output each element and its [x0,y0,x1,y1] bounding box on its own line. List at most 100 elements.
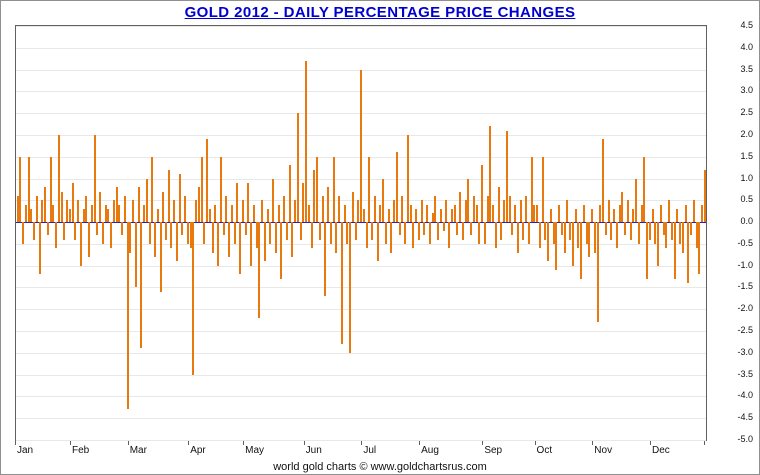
x-axis-tick [704,441,705,445]
bar [244,222,247,236]
bar [44,187,47,223]
bar [492,204,495,223]
bar [503,200,506,223]
bar [351,191,354,223]
bar [527,222,530,244]
bar [489,126,492,223]
bar [77,200,80,223]
x-axis-label: Apr [190,445,206,456]
bar [132,200,134,223]
bar [285,222,288,240]
bar [670,222,673,240]
x-axis: Jan Feb Mar Apr May Jun Jul Aug Sep Oct Nov Dec [15,441,707,459]
bar [266,209,269,223]
bar [687,222,690,284]
bar [401,195,404,223]
bar [593,222,596,253]
bar [74,222,77,240]
bar [646,222,649,279]
bar [445,200,448,223]
bar [219,156,222,223]
x-axis-label: Feb [71,445,90,456]
bar [450,209,453,223]
bar [343,204,346,223]
x-axis-label: Oct [536,445,553,456]
y-axis-label: 0.0 [740,216,753,227]
gridline [16,265,706,267]
bar [442,222,445,231]
bar [145,178,148,223]
bar [247,182,250,223]
bar [692,200,695,223]
bar [651,209,654,223]
bar [604,222,607,236]
bar [321,195,324,223]
bar [690,222,693,236]
bar [426,204,429,223]
bar [197,187,200,223]
bar [483,222,486,244]
x-axis-label: Nov [594,445,613,456]
bar [195,200,198,223]
bar [167,169,170,223]
x-axis-tick [15,441,16,445]
bar [544,222,547,240]
y-axis-label: -3.0 [737,346,753,357]
bar [115,187,118,223]
bar [511,222,514,236]
x-axis-tick [303,441,305,445]
bar [662,222,665,236]
bar [228,222,231,257]
y-axis-label: 3.0 [740,85,753,96]
bar [382,178,385,223]
bar [280,222,283,279]
x-axis-tick [650,441,652,445]
y-axis-label: 4.0 [740,41,753,52]
bar [27,156,30,223]
y-axis-label: -2.0 [737,303,753,314]
bar [255,222,258,249]
gridline [16,374,706,376]
bar [371,222,374,240]
bar [310,222,313,249]
bar [156,209,159,223]
bar [22,222,25,244]
bar [395,152,398,223]
bar [307,204,310,223]
bar [200,156,203,223]
bar [263,222,266,262]
bar [591,209,594,223]
bar [291,222,294,257]
bar [673,222,676,279]
bar [33,222,36,240]
bar [626,200,629,223]
bar [434,195,437,223]
bar [588,222,591,257]
bar [68,209,71,223]
bar [55,222,58,249]
bar [555,222,558,271]
chart-title: GOLD 2012 - DAILY PERCENTAGE PRICE CHANG… [184,4,576,21]
bar [621,191,624,223]
plot-area [15,25,707,441]
bar [340,222,343,345]
bar [602,139,605,223]
bar [596,222,599,323]
bar [437,222,440,240]
bar [464,200,467,223]
bar [222,222,225,236]
bar [494,222,497,249]
bar [552,222,555,244]
bar [665,222,668,249]
bar [294,200,297,223]
bar [439,209,442,223]
bar [239,222,242,275]
gridline [16,287,706,289]
bar [571,222,574,266]
bar [472,195,475,223]
bar [357,200,360,223]
y-axis-label: 3.5 [740,63,753,74]
bar [654,222,657,244]
bar [63,222,66,240]
bar [274,222,277,253]
